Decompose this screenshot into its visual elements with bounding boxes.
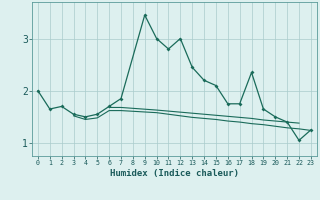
X-axis label: Humidex (Indice chaleur): Humidex (Indice chaleur) (110, 169, 239, 178)
